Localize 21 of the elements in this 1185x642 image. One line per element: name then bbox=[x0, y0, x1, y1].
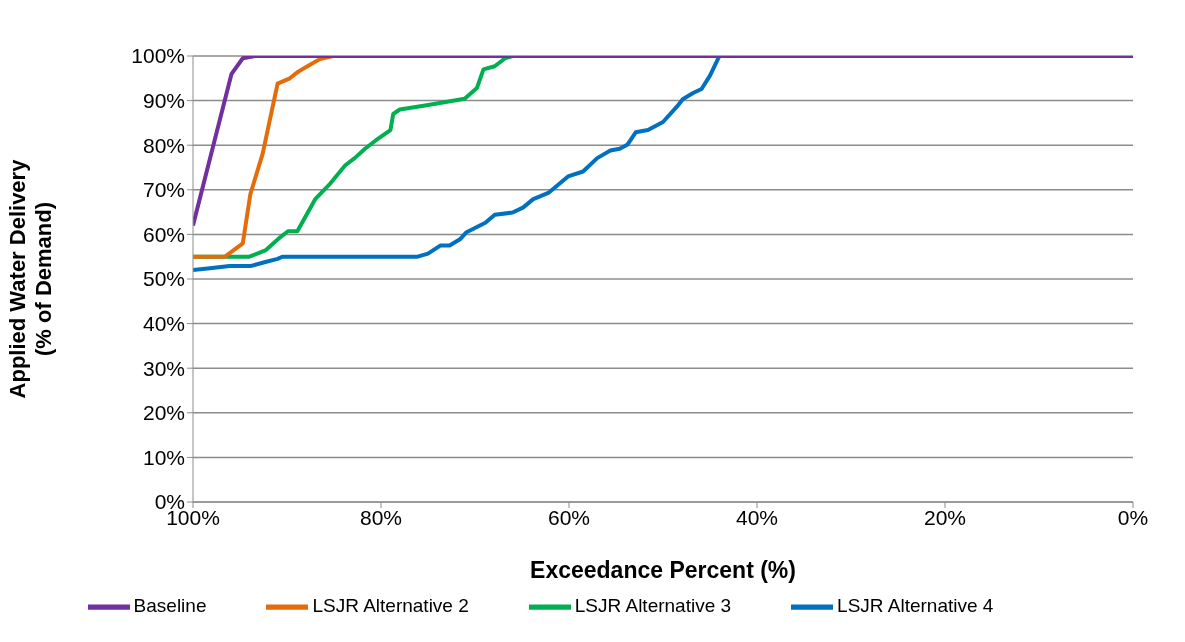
x-axis-title: Exceedance Percent (%) bbox=[530, 557, 796, 583]
x-tick-label: 0% bbox=[1117, 505, 1149, 529]
y-tick-label: 100% bbox=[131, 44, 185, 68]
y-tick-label: 60% bbox=[142, 222, 185, 246]
legend-label: LSJR Alternative 4 bbox=[837, 595, 994, 617]
legend-label: LSJR Alternative 2 bbox=[312, 595, 469, 617]
y-axis-title: Applied Water Delivery (% of Demand) bbox=[5, 158, 56, 399]
x-tick-label: 40% bbox=[735, 505, 779, 529]
legend-label: LSJR Alternative 3 bbox=[574, 595, 732, 617]
y-tick-label: 90% bbox=[142, 89, 185, 113]
x-tick-label: 60% bbox=[547, 505, 591, 529]
y-tick-label: 10% bbox=[142, 445, 185, 469]
y-tick-label: 80% bbox=[142, 133, 185, 157]
y-tick-label: 40% bbox=[142, 312, 185, 336]
x-tick-label: 80% bbox=[359, 505, 403, 529]
y-tick-label: 50% bbox=[142, 267, 185, 291]
y-tick-label: 30% bbox=[142, 356, 185, 380]
legend-label: Baseline bbox=[133, 595, 207, 617]
y-tick-label: 70% bbox=[142, 178, 185, 202]
x-tick-label: 20% bbox=[923, 505, 967, 529]
y-tick-label: 20% bbox=[142, 401, 185, 425]
